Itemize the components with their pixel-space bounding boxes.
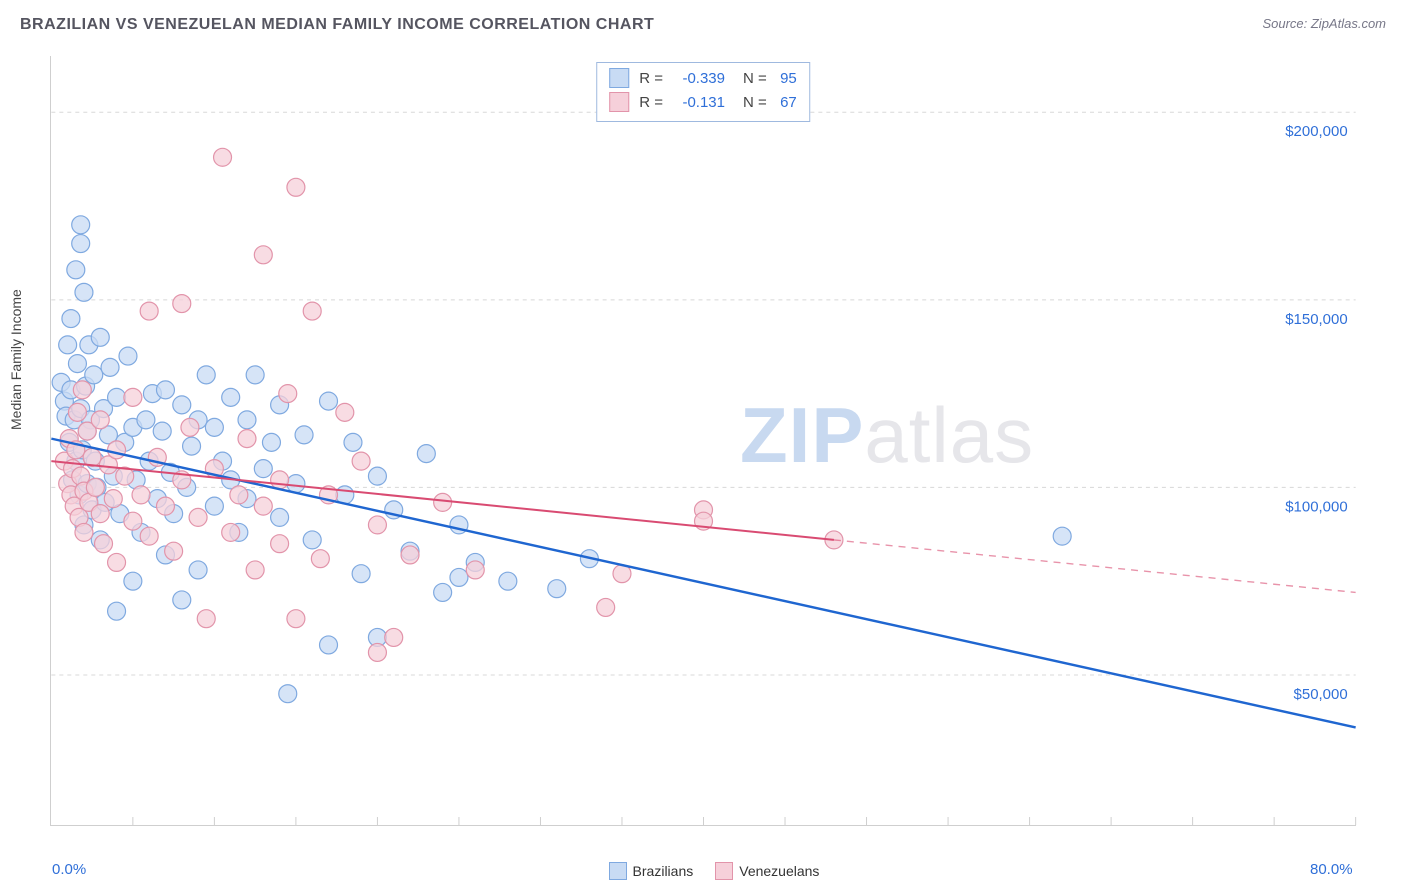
- r-value: -0.339: [667, 67, 725, 91]
- y-grid-label: $100,000: [1285, 498, 1347, 515]
- n-label: N =: [743, 94, 767, 111]
- stats-row-brazilians: R =-0.339 N =95: [609, 67, 797, 91]
- y-grid-label: $200,000: [1285, 123, 1347, 140]
- y-grid-label: $150,000: [1285, 311, 1347, 328]
- r-label: R =: [639, 94, 663, 111]
- series-legend: Brazilians Venezuelans: [0, 862, 1406, 880]
- stats-legend: R =-0.339 N =95 R =-0.131 N =67: [596, 62, 810, 122]
- r-label: R =: [639, 70, 663, 87]
- legend-label-brazilians: Brazilians: [633, 863, 694, 879]
- chart-svg: $50,000 $100,000 $150,000 $200,000: [51, 56, 1356, 825]
- y-grid-label: $50,000: [1294, 686, 1348, 703]
- swatch-icon: [609, 68, 629, 88]
- chart-title: BRAZILIAN VS VENEZUELAN MEDIAN FAMILY IN…: [20, 16, 654, 33]
- plot-area: $50,000 $100,000 $150,000 $200,000: [50, 56, 1356, 826]
- y-axis-label: Median Family Income: [8, 289, 24, 430]
- r-value: -0.131: [667, 91, 725, 115]
- legend-swatch-icon: [609, 862, 627, 880]
- legend-label-venezuelans: Venezuelans: [739, 863, 819, 879]
- legend-swatch-icon: [715, 862, 733, 880]
- n-value: 95: [771, 67, 797, 91]
- stats-row-venezuelans: R =-0.131 N =67: [609, 91, 797, 115]
- swatch-icon: [609, 92, 629, 112]
- source-label: Source: ZipAtlas.com: [1262, 16, 1386, 31]
- n-value: 67: [771, 91, 797, 115]
- n-label: N =: [743, 70, 767, 87]
